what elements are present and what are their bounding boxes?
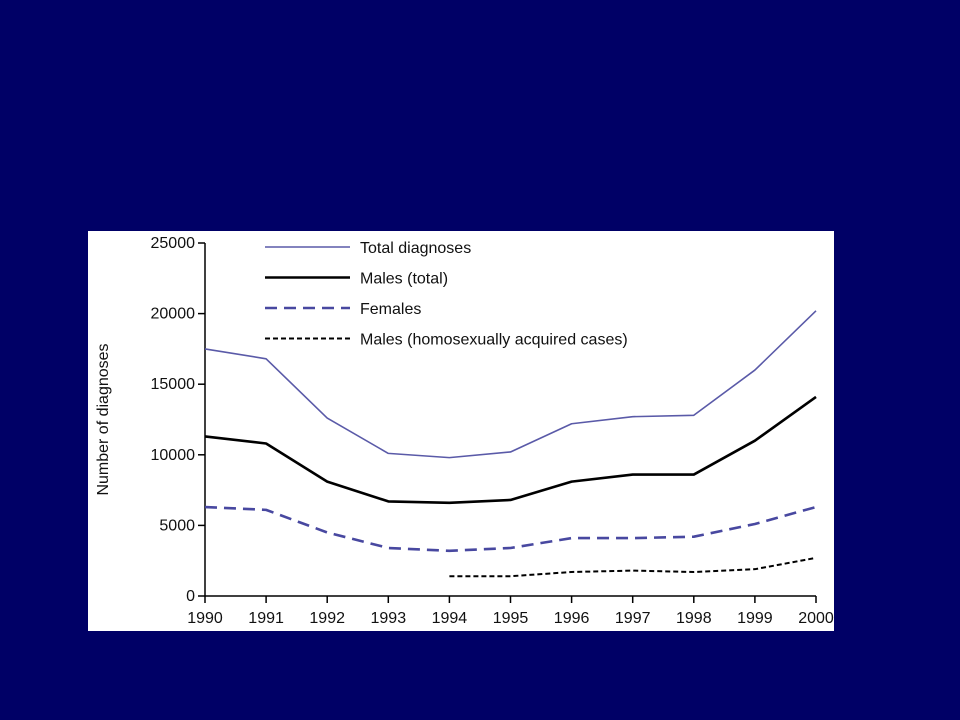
y-tick-label: 20000 xyxy=(151,306,196,323)
series-line-1 xyxy=(204,310,817,459)
y-tick-label: 15000 xyxy=(151,376,196,393)
x-tick-label: 1999 xyxy=(737,610,773,627)
y-tick-label: 0 xyxy=(186,588,195,605)
series-line-2 xyxy=(204,395,817,505)
x-tick-label: 1997 xyxy=(615,610,651,627)
y-tick-label: 10000 xyxy=(151,447,196,464)
legend-label-3: Females xyxy=(360,301,421,318)
legend-label-2: Males (total) xyxy=(360,271,448,288)
line-chart: 0 5000 10000 15000 20000 25000 1990 1991 1992 199… xyxy=(95,235,834,627)
x-tick-label: 1994 xyxy=(432,610,468,627)
series-lines xyxy=(204,310,817,578)
legend-label-4: Males (homosexually acquired cases) xyxy=(360,332,628,349)
x-tick-label: 2000 xyxy=(798,610,834,627)
x-tick-label: 1990 xyxy=(187,610,223,627)
x-tick-label: 1996 xyxy=(554,610,590,627)
series-line-3 xyxy=(204,505,817,553)
series-line-4 xyxy=(449,556,817,578)
y-tick-label: 5000 xyxy=(159,517,195,534)
x-tick-label: 1993 xyxy=(371,610,407,627)
x-tick-label: 1998 xyxy=(676,610,712,627)
legend: Total diagnoses Males (total) Females Males… xyxy=(265,240,628,349)
x-tick-label: 1991 xyxy=(248,610,284,627)
y-axis-title: Number of diagnoses xyxy=(95,343,112,495)
x-tick-label: 1992 xyxy=(309,610,345,627)
x-tick-label: 1995 xyxy=(493,610,529,627)
chart-panel: 0 5000 10000 15000 20000 25000 1990 1991 1992 199… xyxy=(88,231,834,631)
axes: 0 5000 10000 15000 20000 25000 1990 1991 1992 199… xyxy=(95,235,834,627)
y-tick-label: 25000 xyxy=(151,235,196,252)
legend-label-1: Total diagnoses xyxy=(360,240,471,257)
